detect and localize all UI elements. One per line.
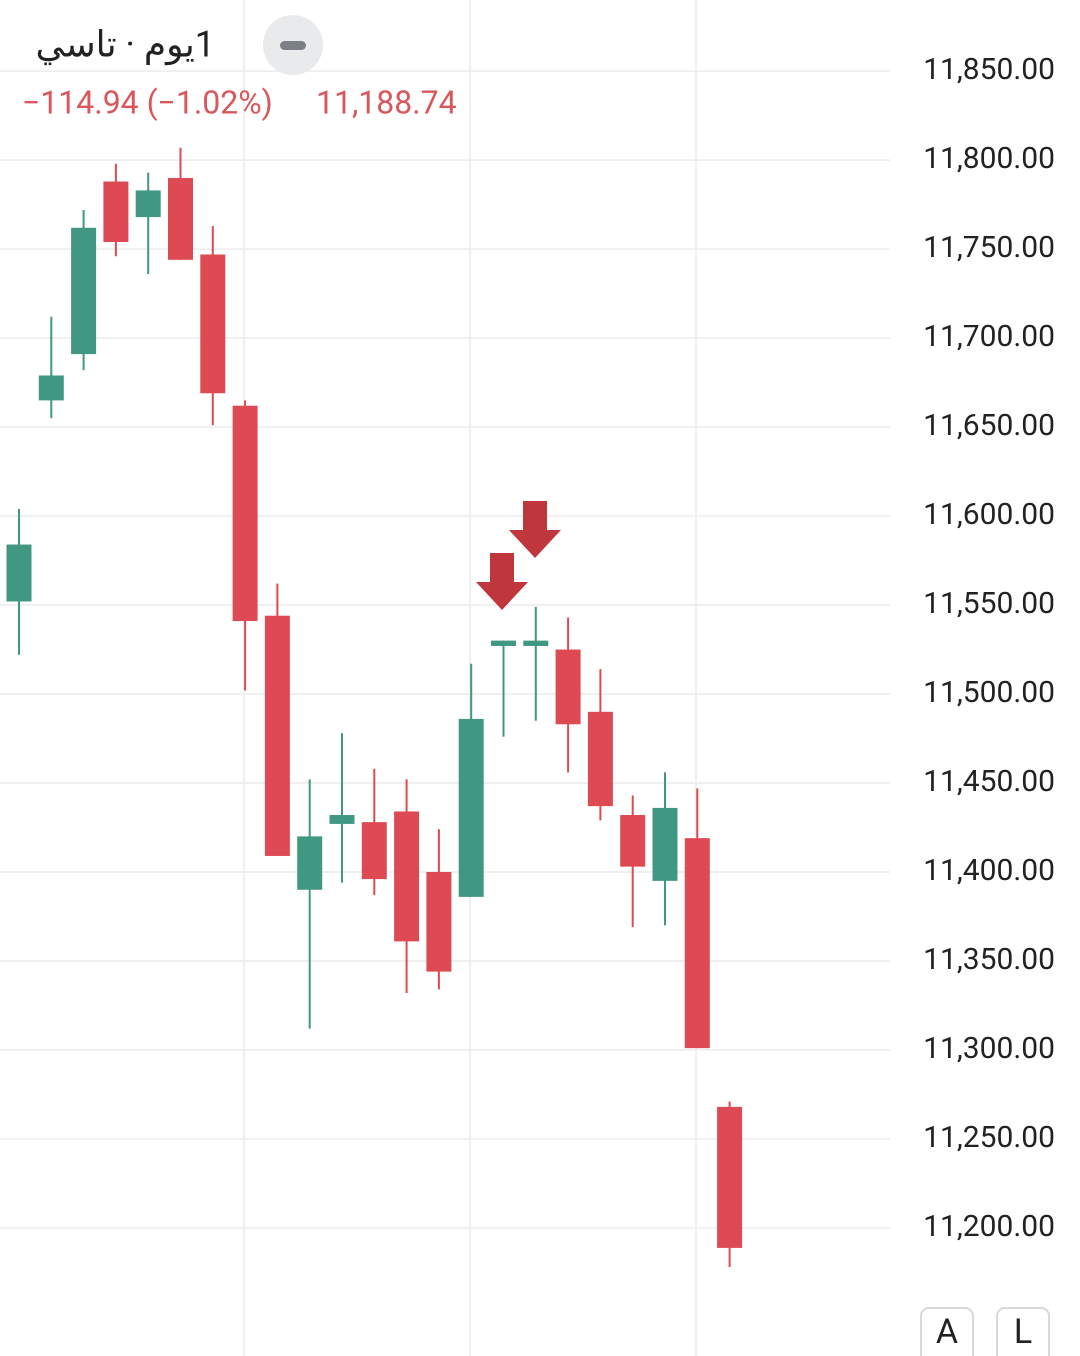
candle-body xyxy=(6,544,32,602)
collapse-button[interactable] xyxy=(263,15,323,75)
arrow-marker xyxy=(476,553,528,610)
y-tick-label: 11,450.00 xyxy=(923,764,1055,799)
candle-body xyxy=(491,640,516,646)
candle-body xyxy=(361,822,387,880)
last-price: 11,188.74 xyxy=(316,83,457,121)
candle-body xyxy=(329,815,355,824)
candle-body xyxy=(458,718,484,897)
y-tick-label: 11,500.00 xyxy=(923,675,1055,710)
y-tick-label: 11,350.00 xyxy=(923,942,1055,977)
candle-body xyxy=(103,181,129,243)
candle-body xyxy=(38,375,64,401)
candle-body xyxy=(232,405,258,622)
candle-body xyxy=(587,711,613,807)
y-tick-label: 11,550.00 xyxy=(923,586,1055,621)
candle-body xyxy=(394,811,420,942)
candle-body xyxy=(297,836,323,890)
candle-body xyxy=(71,227,97,355)
change-label: −114.94 (−1.02%) xyxy=(22,83,273,121)
axis-button[interactable] xyxy=(996,1307,1050,1356)
y-tick-label: 11,850.00 xyxy=(923,52,1055,87)
candle-body xyxy=(652,807,678,881)
axis-button-label: A xyxy=(936,1312,958,1352)
y-tick-label: 11,700.00 xyxy=(923,319,1055,354)
candle-body xyxy=(426,871,452,972)
collapse-icon xyxy=(280,41,306,50)
y-tick-label: 11,400.00 xyxy=(923,853,1055,888)
candle-body xyxy=(620,815,646,867)
axis-button[interactable] xyxy=(920,1307,974,1356)
y-tick-label: 11,250.00 xyxy=(923,1120,1055,1155)
y-tick-label: 11,600.00 xyxy=(923,497,1055,532)
candle-body xyxy=(684,838,710,1049)
candle-body xyxy=(717,1106,743,1248)
y-tick-label: 11,200.00 xyxy=(923,1209,1055,1244)
grid: 11,850.00 11,800.00 11,750.00 11,700.00 11,6… xyxy=(0,52,1055,1244)
candles xyxy=(6,147,743,1268)
candle-body xyxy=(523,640,549,646)
y-tick-label: 11,650.00 xyxy=(923,408,1055,443)
axis-button-label: L xyxy=(1014,1312,1032,1352)
candle-body xyxy=(200,254,226,394)
y-tick-label: 11,800.00 xyxy=(923,141,1055,176)
candle-body xyxy=(135,190,161,218)
y-tick-label: 11,750.00 xyxy=(923,230,1055,265)
candle-body xyxy=(264,615,290,856)
candle-body xyxy=(555,649,581,725)
chart-title: 1يوم · تاسي xyxy=(35,24,215,66)
y-tick-label: 11,300.00 xyxy=(923,1031,1055,1066)
arrow-marker xyxy=(509,501,561,558)
candle-body xyxy=(168,177,193,260)
